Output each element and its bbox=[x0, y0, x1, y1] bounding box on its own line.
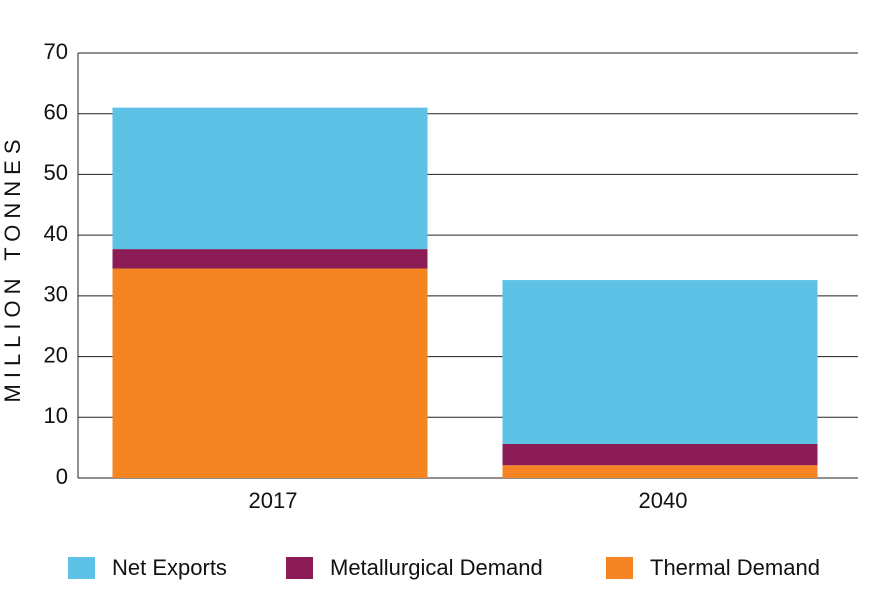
y-tick-label: 70 bbox=[44, 39, 68, 64]
y-tick-label: 0 bbox=[56, 464, 68, 489]
y-tick-label: 50 bbox=[44, 160, 68, 185]
bar-segment bbox=[112, 268, 428, 478]
y-tick-label: 30 bbox=[44, 282, 68, 307]
legend-label: Metallurgical Demand bbox=[330, 555, 543, 580]
y-tick-label: 10 bbox=[44, 403, 68, 428]
y-tick-label: 60 bbox=[44, 100, 68, 125]
legend-swatch bbox=[286, 557, 313, 579]
legend-label: Thermal Demand bbox=[650, 555, 820, 580]
legend-swatch bbox=[606, 557, 633, 579]
bar-segment bbox=[502, 465, 818, 478]
bar-segment bbox=[502, 444, 818, 466]
bar-segment bbox=[112, 107, 428, 250]
y-tick-label: 40 bbox=[44, 221, 68, 246]
bar-segment bbox=[502, 280, 818, 444]
legend-swatch bbox=[68, 557, 95, 579]
bar-segment bbox=[112, 249, 428, 269]
y-tick-label: 20 bbox=[44, 342, 68, 367]
y-axis-title: MILLION TONNES bbox=[0, 133, 25, 402]
x-tick-label: 2017 bbox=[249, 488, 298, 513]
x-tick-label: 2040 bbox=[639, 488, 688, 513]
legend-label: Net Exports bbox=[112, 555, 227, 580]
